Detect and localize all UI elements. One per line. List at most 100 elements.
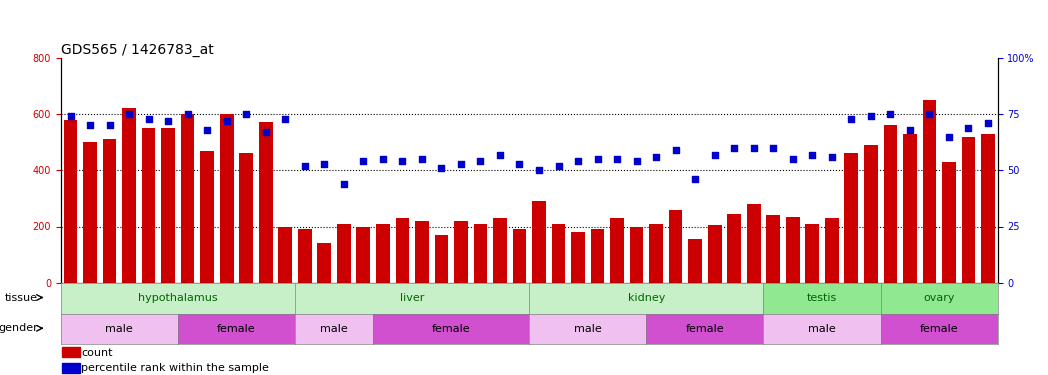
Point [297, 163, 313, 169]
Bar [591, 229, 605, 283]
Bar [337, 224, 351, 283]
Bar [62, 347, 80, 357]
Point [686, 176, 703, 182]
Bar [571, 232, 585, 283]
Bar [395, 218, 409, 283]
Bar [220, 114, 234, 283]
Text: male: male [106, 324, 133, 334]
Bar [650, 224, 663, 283]
Bar [707, 225, 721, 283]
Bar [318, 243, 331, 283]
Text: ovary: ovary [923, 293, 955, 303]
Text: count: count [82, 348, 113, 358]
Text: liver: liver [400, 293, 424, 303]
Bar [181, 114, 195, 283]
Point [511, 160, 528, 166]
Bar [532, 201, 546, 283]
Bar [689, 239, 702, 283]
Point [414, 156, 431, 162]
Text: female: female [920, 324, 959, 334]
Point [159, 118, 176, 124]
Bar [766, 215, 780, 283]
Point [258, 129, 275, 135]
Point [199, 127, 216, 133]
Point [335, 181, 352, 187]
Bar [62, 363, 80, 372]
Point [121, 111, 137, 117]
Point [609, 156, 626, 162]
Point [530, 167, 547, 173]
Bar [494, 218, 507, 283]
Bar [103, 140, 116, 283]
Bar [981, 134, 995, 283]
Point [433, 165, 450, 171]
Text: male: male [808, 324, 836, 334]
Bar [610, 218, 624, 283]
Bar [903, 134, 917, 283]
Point [570, 158, 587, 164]
Point [179, 111, 196, 117]
Point [706, 152, 723, 157]
Point [238, 111, 255, 117]
Point [218, 118, 235, 124]
Bar [825, 218, 838, 283]
Point [102, 122, 118, 128]
Bar [922, 100, 936, 283]
Text: tissue: tissue [4, 292, 38, 303]
Point [550, 163, 567, 169]
Bar [551, 224, 565, 283]
Bar [279, 226, 292, 283]
Point [62, 113, 79, 119]
Bar [161, 128, 175, 283]
Point [980, 120, 997, 126]
Point [843, 116, 859, 122]
Text: female: female [432, 324, 471, 334]
Bar [200, 150, 214, 283]
Point [492, 152, 508, 157]
Point [82, 122, 99, 128]
Bar [727, 214, 741, 283]
Point [374, 156, 391, 162]
Point [277, 116, 293, 122]
Bar [376, 224, 390, 283]
Bar [64, 120, 78, 283]
Point [726, 145, 743, 151]
Point [921, 111, 938, 117]
Point [394, 158, 411, 164]
Point [648, 154, 664, 160]
Text: female: female [217, 324, 256, 334]
Bar [454, 221, 467, 283]
Point [140, 116, 157, 122]
Point [804, 152, 821, 157]
Text: hypothalamus: hypothalamus [138, 293, 218, 303]
Bar [298, 229, 311, 283]
Bar [806, 224, 820, 283]
Text: kidney: kidney [628, 293, 665, 303]
Point [882, 111, 899, 117]
Bar [512, 229, 526, 283]
Point [784, 156, 801, 162]
Point [453, 160, 470, 166]
Point [960, 124, 977, 130]
Bar [356, 226, 370, 283]
Point [355, 158, 372, 164]
Text: testis: testis [807, 293, 837, 303]
Bar [630, 226, 643, 283]
Point [940, 134, 957, 140]
Text: male: male [574, 324, 602, 334]
Bar [883, 125, 897, 283]
Bar [415, 221, 429, 283]
Text: female: female [685, 324, 724, 334]
Bar [83, 142, 96, 283]
Bar [239, 153, 253, 283]
Bar [962, 136, 976, 283]
Point [824, 154, 840, 160]
Text: gender: gender [0, 323, 38, 333]
Text: male: male [321, 324, 348, 334]
Bar [141, 128, 155, 283]
Point [315, 160, 332, 166]
Text: percentile rank within the sample: percentile rank within the sample [82, 363, 269, 373]
Point [745, 145, 762, 151]
Bar [747, 204, 761, 283]
Bar [474, 224, 487, 283]
